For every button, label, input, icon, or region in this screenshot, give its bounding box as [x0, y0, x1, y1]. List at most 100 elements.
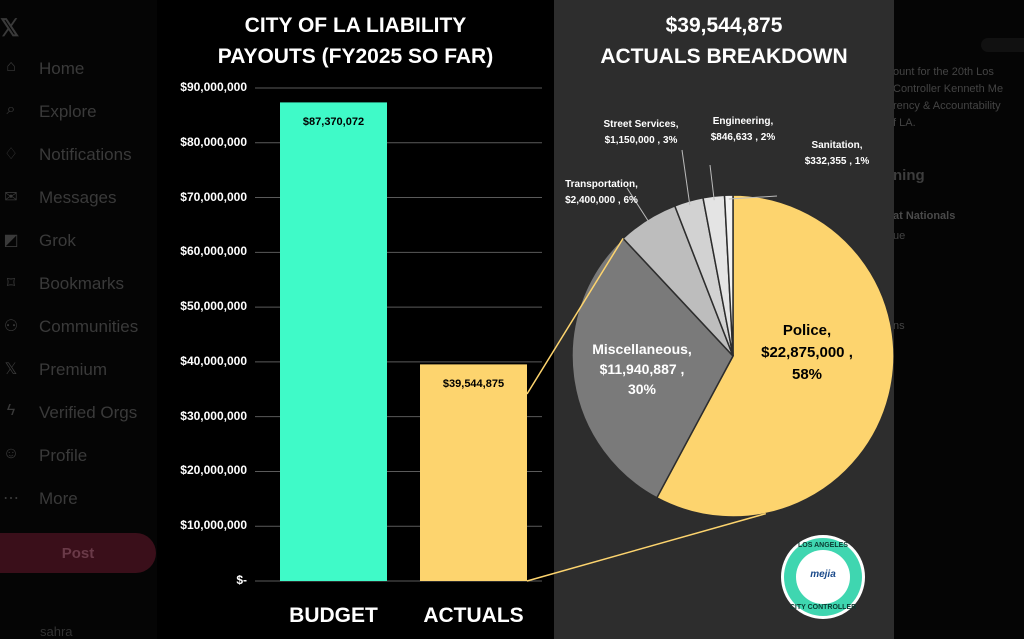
nav-item-label: Verified Orgs — [39, 403, 138, 422]
pie-slice-sanitation — [723, 194, 734, 357]
background-button — [981, 38, 1024, 52]
y-tick-label: $70,000,000 — [180, 189, 247, 204]
pie-chart-title: $39,544,875 ACTUALS BREAKDOWN — [554, 10, 894, 72]
mail-icon: ✉ — [4, 189, 18, 206]
y-tick-label: $60,000,000 — [180, 244, 247, 259]
nav-item-home[interactable]: ⌂ Home — [0, 58, 84, 80]
bar-actuals — [420, 364, 527, 581]
category-label-actuals: ACTUALS — [423, 604, 524, 627]
nav-item-verified-orgs[interactable]: ϟ Verified Orgs — [0, 402, 138, 424]
leader-line — [728, 195, 778, 200]
nav-item-premium[interactable]: 𝕏 Premium — [0, 359, 107, 381]
search-icon: ⌕ — [6, 101, 16, 118]
bg-text-6: ue — [893, 230, 906, 242]
bg-text-1: ount for the 20th Los — [893, 66, 994, 78]
pie-label-line: Police, — [782, 322, 832, 339]
background-right-column: ount for the 20th Los Controller Kenneth… — [893, 0, 1024, 639]
pie-slice-police — [655, 194, 894, 518]
bar-chart — [255, 87, 542, 582]
connector-line-top — [526, 237, 624, 395]
user-name[interactable]: sahra — [40, 624, 73, 639]
nav-item-explore[interactable]: ⌕ Explore — [0, 101, 97, 123]
bar-value-label: $87,370,072 — [302, 116, 365, 129]
background-sidebar: 𝕏 ⌂ Home ⌕ Explore ♢ Notifications ✉ Messages ◩ G… — [0, 0, 160, 639]
nav-item-notifications[interactable]: ♢ Notifications — [0, 144, 132, 166]
leader-line — [681, 149, 691, 206]
bg-text-4: f LA. — [893, 117, 916, 129]
more-icon: ⋯ — [3, 490, 19, 507]
pie-label-transportation: Transportation, $2,400,000 , 6% — [544, 177, 659, 209]
lightning-icon: ϟ — [6, 402, 16, 419]
y-tick-label: $40,000,000 — [180, 353, 247, 368]
nav-item-label: Communities — [39, 317, 139, 336]
nav-item-communities[interactable]: ⚇ Communities — [0, 316, 138, 338]
pie-label-miscellaneous: Miscellaneous, $11,940,887 , 30% — [582, 339, 702, 399]
post-button[interactable]: Post — [0, 533, 156, 573]
bar-value-label: $39,544,875 — [442, 378, 505, 391]
pie-label-police: Police, $22,875,000 , 58% — [742, 320, 872, 386]
bg-text-2: Controller Kenneth Me — [893, 83, 1004, 95]
bar-chart-title: CITY OF LA LIABILITY PAYOUTS (FY2025 SO … — [157, 10, 554, 72]
bar-budget — [280, 102, 387, 581]
bg-text-3: rency & Accountability — [893, 100, 1001, 112]
pie-label-line: Sanitation, — [811, 140, 863, 151]
nav-item-label: Messages — [39, 188, 117, 207]
pie-label-line: Engineering, — [712, 116, 774, 127]
y-tick-label: $80,000,000 — [180, 134, 247, 149]
nav-item-label: Premium — [39, 360, 108, 379]
leader-line — [626, 187, 650, 224]
y-tick-label: $10,000,000 — [180, 518, 247, 533]
bar-title-line-1: CITY OF LA LIABILITY — [244, 14, 467, 37]
pie-label-line: 30% — [627, 381, 657, 397]
nav-item-label: Notifications — [39, 145, 132, 164]
x-logo-icon[interactable]: 𝕏 — [0, 15, 20, 42]
home-icon: ⌂ — [6, 58, 16, 75]
pie-label-line: Miscellaneous, — [592, 341, 692, 357]
pie-label-line: Street Services, — [603, 119, 679, 130]
nav-item-grok[interactable]: ◩ Grok — [0, 230, 76, 252]
pie-label-line: $846,633 , 2% — [710, 132, 776, 143]
city-controller-logo: LOS ANGELES mejia CITY CONTROLLER — [781, 535, 865, 619]
pie-label-line: $2,400,000 , 6% — [565, 195, 638, 206]
nav-item-messages[interactable]: ✉ Messages — [0, 187, 116, 209]
nav-item-label: Home — [39, 59, 85, 78]
logo-mark: mejia — [810, 569, 836, 580]
y-tick-label: $30,000,000 — [180, 408, 247, 423]
pie-title-line-1: $39,544,875 — [665, 14, 783, 37]
category-label-budget: BUDGET — [289, 604, 378, 627]
pie-slice-miscellaneous — [571, 237, 734, 499]
bell-icon: ♢ — [3, 146, 19, 163]
pie-label-street-services: Street Services, $1,150,000 , 3% — [581, 117, 701, 149]
bg-text-7: ns — [893, 320, 905, 332]
nav-item-label: Explore — [39, 102, 97, 121]
people-icon: ⚇ — [3, 318, 19, 335]
nav-item-label: Grok — [39, 231, 76, 250]
pie-label-line: $1,150,000 , 3% — [604, 135, 678, 146]
connector-line-bottom — [526, 512, 767, 582]
bookmark-icon: ⌑ — [6, 275, 16, 292]
bg-heading: ning — [893, 167, 925, 184]
nav-item-label: Bookmarks — [39, 274, 125, 293]
y-tick-label: $50,000,000 — [180, 299, 247, 314]
nav-item-label: Profile — [39, 446, 88, 465]
pie-label-line: Transportation, — [565, 179, 638, 190]
nav-item-label: More — [39, 489, 78, 508]
y-tick-label: $- — [236, 573, 247, 587]
grok-icon: ◩ — [3, 232, 19, 249]
pie-label-line: $332,355 , 1% — [804, 156, 870, 167]
pie-label-engineering: Engineering, $846,633 , 2% — [698, 114, 788, 146]
nav-item-more[interactable]: ⋯ More — [0, 488, 78, 510]
pie-label-line: $22,875,000 , — [761, 344, 853, 361]
bg-text-5: at Nationals — [893, 210, 956, 222]
infographic: CITY OF LA LIABILITY PAYOUTS (FY2025 SO … — [157, 0, 894, 639]
x-logo-icon: 𝕏 — [4, 361, 18, 378]
pie-title-line-2: ACTUALS BREAKDOWN — [600, 45, 848, 68]
y-tick-label: $20,000,000 — [180, 463, 247, 478]
pie-label-sanitation: Sanitation, $332,355 , 1% — [789, 138, 885, 170]
pie-chart — [526, 149, 894, 582]
leader-line — [709, 164, 715, 201]
nav-item-profile[interactable]: ☺ Profile — [0, 445, 87, 467]
nav-item-bookmarks[interactable]: ⌑ Bookmarks — [0, 273, 124, 295]
pie-label-line: 58% — [791, 366, 823, 383]
person-icon: ☺ — [2, 445, 20, 462]
